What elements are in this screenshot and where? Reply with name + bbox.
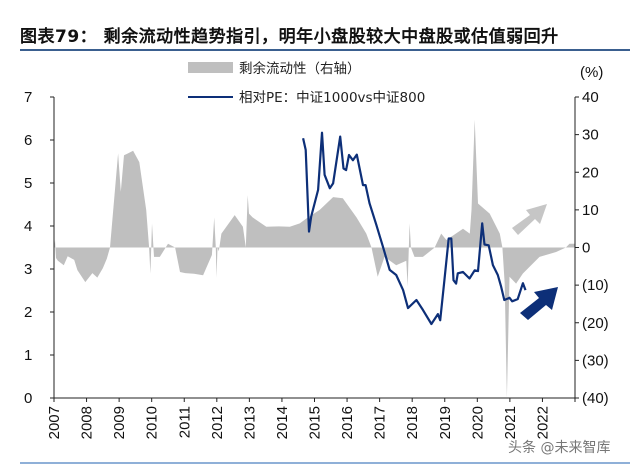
title-divider: [20, 49, 630, 51]
left-tick-label: 1: [24, 347, 32, 364]
x-tick-label: 2012: [209, 406, 226, 439]
right-tick-label: (30): [582, 352, 609, 369]
line-layer: [302, 131, 527, 326]
x-tick-label: 2015: [307, 406, 324, 439]
left-tick-label: 0: [24, 390, 32, 407]
left-tick-label: 2: [24, 304, 32, 321]
watermark: 头条 @未来智库: [508, 440, 611, 456]
bottom-divider: [20, 462, 630, 464]
left-tick-label: 6: [24, 132, 32, 149]
right-tick-label: (40): [582, 390, 609, 407]
x-tick-label: 2019: [437, 406, 454, 439]
gray-arrow-icon: [512, 204, 547, 235]
x-tick-label: 2014: [274, 406, 291, 439]
x-tick-label: 2011: [176, 406, 193, 438]
blue-arrow-icon: [520, 287, 558, 320]
right-tick-label: 20: [582, 164, 599, 181]
x-tick-label: 2007: [46, 406, 63, 439]
x-tick-label: 2013: [241, 406, 258, 439]
left-tick-label: 5: [24, 175, 32, 192]
relative-pe-line: [302, 131, 527, 326]
trend-arrows: [512, 204, 558, 320]
x-tick-label: 2021: [502, 406, 519, 439]
left-tick-label: 7: [24, 89, 32, 106]
chart-title: 图表79： 剩余流动性趋势指引，明年小盘股较大中盘股或估值弱回升: [20, 27, 559, 47]
area-layer: [54, 119, 575, 398]
left-tick-label: 3: [24, 261, 32, 278]
right-tick-label: 40: [582, 89, 599, 106]
x-tick-label: 2009: [111, 406, 128, 439]
right-tick-label: 10: [582, 202, 599, 219]
x-tick-label: 2018: [404, 406, 421, 439]
right-tick-label: (10): [582, 277, 609, 294]
x-tick-label: 2010: [144, 406, 161, 439]
right-tick-label: 30: [582, 127, 599, 144]
left-tick-label: 4: [24, 218, 32, 235]
right-axis-unit: (%): [580, 64, 603, 81]
x-tick-label: 2020: [469, 406, 486, 439]
legend-label-line: 相对PE：中证1000vs中证800: [239, 90, 425, 106]
x-tick-label: 2022: [534, 406, 551, 439]
x-tick-label: 2008: [79, 406, 96, 439]
legend: 剩余流动性（右轴） 相对PE：中证1000vs中证800 (%): [188, 60, 603, 106]
x-tick-label: 2016: [339, 406, 356, 439]
right-tick-label: 0: [582, 240, 590, 257]
axes: 0 1 2 3 4 5 6 7 (40) (30) (20) (10) 0 10 20 30 40 2007 200…: [24, 89, 609, 439]
legend-label-area: 剩余流动性（右轴）: [239, 60, 361, 77]
legend-swatch-area: [188, 62, 233, 73]
liquidity-area: [54, 119, 575, 398]
right-tick-label: (20): [582, 315, 609, 332]
x-tick-label: 2017: [372, 406, 389, 439]
